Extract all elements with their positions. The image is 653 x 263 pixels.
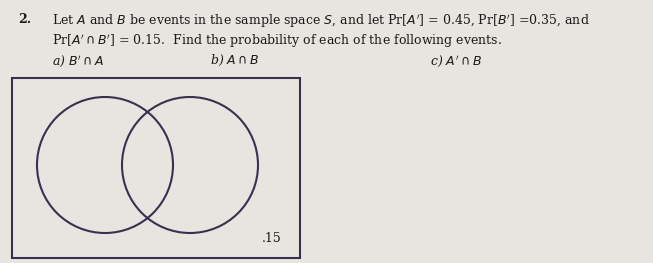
Text: Pr[$A' \cap B'$] = 0.15.  Find the probability of each of the following events.: Pr[$A' \cap B'$] = 0.15. Find the probab… bbox=[52, 33, 502, 50]
Text: .15: .15 bbox=[263, 232, 282, 245]
Text: a) $B' \cap A$: a) $B' \cap A$ bbox=[52, 53, 104, 69]
Text: b) $A \cap B$: b) $A \cap B$ bbox=[210, 53, 259, 68]
Text: Let $A$ and $B$ be events in the sample space $S$, and let Pr[$A'$] = 0.45, Pr[$: Let $A$ and $B$ be events in the sample … bbox=[52, 13, 590, 31]
Text: 2.: 2. bbox=[18, 13, 31, 26]
Text: c) $A' \cap B$: c) $A' \cap B$ bbox=[430, 53, 482, 69]
Bar bbox=[12, 78, 300, 258]
